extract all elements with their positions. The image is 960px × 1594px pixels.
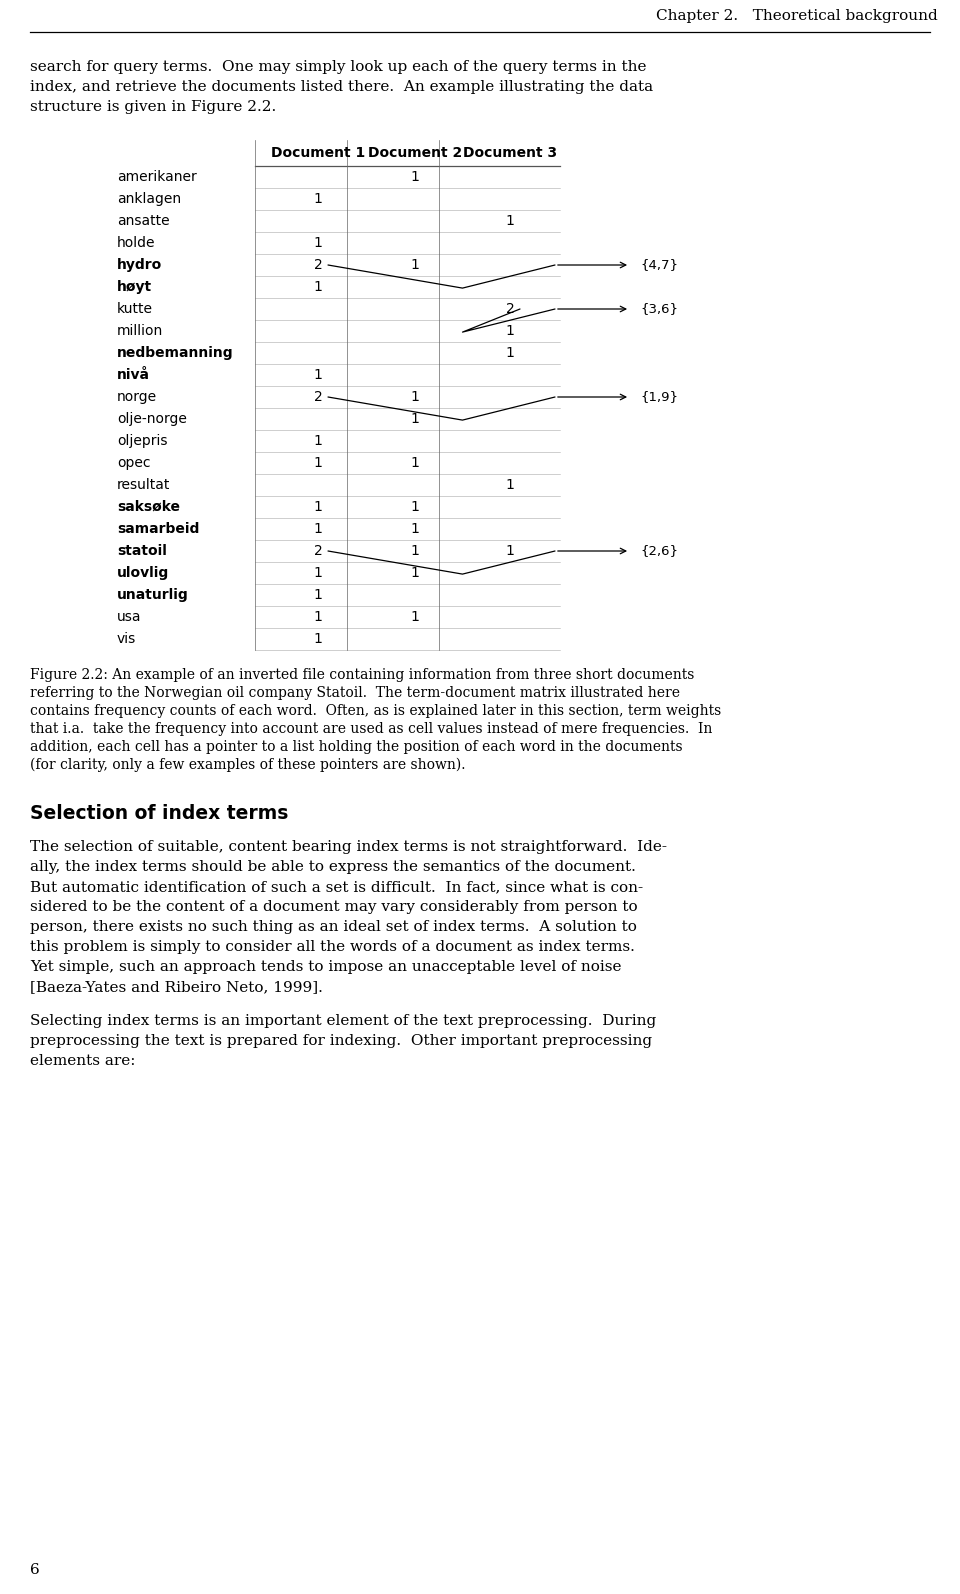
Text: 1: 1 bbox=[314, 434, 323, 448]
Text: saksøke: saksøke bbox=[117, 501, 180, 513]
Text: 1: 1 bbox=[314, 191, 323, 206]
Text: samarbeid: samarbeid bbox=[117, 521, 200, 536]
Text: (for clarity, only a few examples of these pointers are shown).: (for clarity, only a few examples of the… bbox=[30, 759, 466, 773]
Text: 1: 1 bbox=[314, 281, 323, 293]
Text: 1: 1 bbox=[506, 544, 515, 558]
Text: Document 3: Document 3 bbox=[463, 147, 557, 159]
Text: structure is given in Figure 2.2.: structure is given in Figure 2.2. bbox=[30, 100, 276, 115]
Text: Figure 2.2: An example of an inverted file containing information from three sho: Figure 2.2: An example of an inverted fi… bbox=[30, 668, 694, 682]
Text: Selecting index terms is an important element of the text preprocessing.  During: Selecting index terms is an important el… bbox=[30, 1014, 657, 1028]
Text: search for query terms.  One may simply look up each of the query terms in the: search for query terms. One may simply l… bbox=[30, 61, 646, 73]
Text: 1: 1 bbox=[411, 411, 420, 426]
Text: 1: 1 bbox=[506, 324, 515, 338]
Text: Chapter 2.   Theoretical background: Chapter 2. Theoretical background bbox=[657, 10, 938, 22]
Text: 1: 1 bbox=[314, 501, 323, 513]
Text: 1: 1 bbox=[411, 258, 420, 273]
Text: 1: 1 bbox=[314, 631, 323, 646]
Text: statoil: statoil bbox=[117, 544, 167, 558]
Text: {4,7}: {4,7} bbox=[640, 258, 678, 271]
Text: unaturlig: unaturlig bbox=[117, 588, 189, 603]
Text: Selection of index terms: Selection of index terms bbox=[30, 803, 288, 823]
Text: {2,6}: {2,6} bbox=[640, 545, 678, 558]
Text: ally, the index terms should be able to express the semantics of the document.: ally, the index terms should be able to … bbox=[30, 861, 636, 874]
Text: The selection of suitable, content bearing index terms is not straightforward.  : The selection of suitable, content beari… bbox=[30, 840, 667, 854]
Text: 1: 1 bbox=[411, 521, 420, 536]
Text: 1: 1 bbox=[314, 368, 323, 383]
Text: 1: 1 bbox=[506, 214, 515, 228]
Text: 1: 1 bbox=[314, 611, 323, 623]
Text: 1: 1 bbox=[506, 478, 515, 493]
Text: 1: 1 bbox=[411, 391, 420, 403]
Text: kutte: kutte bbox=[117, 301, 153, 316]
Text: 6: 6 bbox=[30, 1564, 39, 1576]
Text: Document 2: Document 2 bbox=[368, 147, 462, 159]
Text: olje-norge: olje-norge bbox=[117, 411, 187, 426]
Text: person, there exists no such thing as an ideal set of index terms.  A solution t: person, there exists no such thing as an… bbox=[30, 920, 636, 934]
Text: amerikaner: amerikaner bbox=[117, 171, 197, 183]
Text: 2: 2 bbox=[314, 544, 323, 558]
Text: anklagen: anklagen bbox=[117, 191, 181, 206]
Text: 1: 1 bbox=[411, 171, 420, 183]
Text: hydro: hydro bbox=[117, 258, 162, 273]
Text: {3,6}: {3,6} bbox=[640, 303, 678, 316]
Text: opec: opec bbox=[117, 456, 151, 470]
Text: 1: 1 bbox=[314, 236, 323, 250]
Text: 1: 1 bbox=[314, 521, 323, 536]
Text: But automatic identification of such a set is difficult.  In fact, since what is: But automatic identification of such a s… bbox=[30, 880, 643, 894]
Text: 2: 2 bbox=[506, 301, 515, 316]
Text: million: million bbox=[117, 324, 163, 338]
Text: referring to the Norwegian oil company Statoil.  The term-document matrix illust: referring to the Norwegian oil company S… bbox=[30, 685, 680, 700]
Text: Document 1: Document 1 bbox=[271, 147, 365, 159]
Text: usa: usa bbox=[117, 611, 141, 623]
Text: ansatte: ansatte bbox=[117, 214, 170, 228]
Text: vis: vis bbox=[117, 631, 136, 646]
Text: 1: 1 bbox=[411, 501, 420, 513]
Text: 1: 1 bbox=[411, 456, 420, 470]
Text: 1: 1 bbox=[411, 611, 420, 623]
Text: index, and retrieve the documents listed there.  An example illustrating the dat: index, and retrieve the documents listed… bbox=[30, 80, 653, 94]
Text: oljepris: oljepris bbox=[117, 434, 167, 448]
Text: norge: norge bbox=[117, 391, 157, 403]
Text: høyt: høyt bbox=[117, 281, 152, 293]
Text: contains frequency counts of each word.  Often, as is explained later in this se: contains frequency counts of each word. … bbox=[30, 705, 721, 717]
Text: nedbemanning: nedbemanning bbox=[117, 346, 233, 360]
Text: 1: 1 bbox=[314, 588, 323, 603]
Text: nivå: nivå bbox=[117, 368, 150, 383]
Text: [Baeza-Yates and Ribeiro Neto, 1999].: [Baeza-Yates and Ribeiro Neto, 1999]. bbox=[30, 980, 323, 995]
Text: preprocessing the text is prepared for indexing.  Other important preprocessing: preprocessing the text is prepared for i… bbox=[30, 1035, 652, 1047]
Text: 1: 1 bbox=[506, 346, 515, 360]
Text: addition, each cell has a pointer to a list holding the position of each word in: addition, each cell has a pointer to a l… bbox=[30, 740, 683, 754]
Text: 1: 1 bbox=[314, 566, 323, 580]
Text: holde: holde bbox=[117, 236, 156, 250]
Text: {1,9}: {1,9} bbox=[640, 391, 678, 403]
Text: 1: 1 bbox=[411, 544, 420, 558]
Text: ulovlig: ulovlig bbox=[117, 566, 169, 580]
Text: sidered to be the content of a document may vary considerably from person to: sidered to be the content of a document … bbox=[30, 901, 637, 913]
Text: 1: 1 bbox=[314, 456, 323, 470]
Text: 2: 2 bbox=[314, 391, 323, 403]
Text: this problem is simply to consider all the words of a document as index terms.: this problem is simply to consider all t… bbox=[30, 940, 635, 953]
Text: Yet simple, such an approach tends to impose an unacceptable level of noise: Yet simple, such an approach tends to im… bbox=[30, 960, 621, 974]
Text: 2: 2 bbox=[314, 258, 323, 273]
Text: 1: 1 bbox=[411, 566, 420, 580]
Text: elements are:: elements are: bbox=[30, 1054, 135, 1068]
Text: that i.a.  take the frequency into account are used as cell values instead of me: that i.a. take the frequency into accoun… bbox=[30, 722, 712, 736]
Text: resultat: resultat bbox=[117, 478, 170, 493]
